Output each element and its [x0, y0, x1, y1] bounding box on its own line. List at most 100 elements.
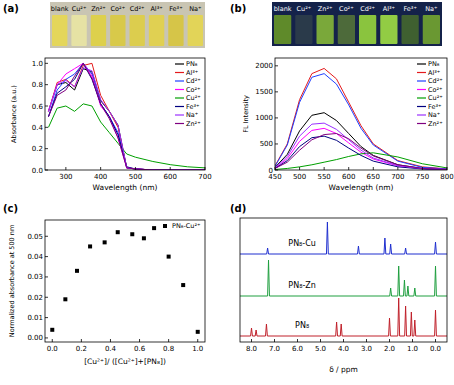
panel-label: (a) [3, 3, 19, 14]
plot-frame [45, 58, 205, 170]
y-tick [275, 143, 278, 144]
x-tick-label: 500 [293, 173, 306, 181]
series-line [275, 68, 447, 169]
y-tick-label: 0.05 [27, 233, 43, 241]
vial-label: Fe³⁺ [403, 5, 416, 13]
y-tick-label: 0.4 [32, 124, 44, 132]
point [75, 269, 79, 273]
vial [380, 15, 397, 44]
vial-label: Na⁺ [425, 5, 437, 13]
vial-label: Al³⁺ [383, 5, 395, 13]
x-tick [274, 339, 275, 342]
vial [149, 15, 164, 46]
y-tick [45, 317, 48, 318]
y-tick [275, 170, 278, 171]
y-tick-label: 0.02 [27, 294, 43, 302]
point [181, 283, 185, 287]
legend-label: Cd²⁺ [428, 77, 443, 85]
x-tick [373, 167, 374, 170]
x-tick-label: 600 [164, 173, 177, 181]
x-tick [348, 167, 349, 170]
legend-swatch [417, 63, 426, 64]
series-label: PN₈ [295, 321, 309, 330]
y-tick [45, 297, 48, 298]
x-tick [81, 339, 82, 342]
x-tick-label: 0.6 [134, 345, 146, 353]
legend-swatch [417, 123, 426, 124]
point [152, 226, 156, 230]
legend-swatch [175, 89, 184, 90]
y-tick-label: 2000 [255, 62, 273, 70]
series-line [48, 69, 205, 170]
y-tick [45, 127, 48, 128]
point [196, 330, 200, 334]
series-line [275, 113, 447, 170]
vial-label: Co²⁺ [339, 5, 354, 13]
x-tick [297, 339, 298, 342]
vial-label: Na⁺ [189, 5, 201, 13]
vial-label: Zn²⁺ [91, 5, 106, 13]
x-tick [320, 339, 321, 342]
vial-label: Cu²⁺ [297, 5, 312, 13]
legend-label: PN₈ [186, 60, 198, 68]
legend: PN₈Al³⁺Cd²⁺Co²⁺Cu²⁺Fe³⁺Na⁺Zn²⁺ [417, 60, 443, 128]
x-tick [100, 167, 101, 170]
legend-label: Na⁺ [186, 111, 198, 119]
data-layer [240, 222, 447, 336]
photo-background [50, 2, 205, 48]
y-tick [45, 106, 48, 107]
x-tick [389, 339, 390, 342]
vial [168, 15, 183, 46]
x-tick-label: 0.4 [105, 345, 117, 353]
plot-frame [240, 218, 447, 342]
x-tick [139, 339, 140, 342]
y-axis-label: FL Intensity [242, 95, 250, 133]
x-tick [435, 339, 436, 342]
legend-swatch [417, 97, 426, 98]
photo-background [272, 2, 442, 46]
x-tick [412, 339, 413, 342]
x-axis-label: Wavelength (nm) [329, 183, 394, 192]
legend-swatch [417, 89, 426, 90]
vial [130, 15, 145, 46]
y-tick-label: 0.01 [27, 314, 43, 322]
y-tick [45, 276, 48, 277]
vial [52, 15, 67, 46]
point [142, 236, 146, 240]
panel: (a)blankCu²⁺Zn²⁺Co²⁺Cd²⁺Al³⁺Fe³⁺Na⁺30040… [3, 2, 212, 192]
series-line [275, 136, 447, 170]
panel: (c)0.00.20.40.60.81.00.000.010.020.030.0… [3, 203, 205, 366]
series-line [48, 68, 205, 170]
legend-swatch [175, 63, 184, 64]
y-tick [45, 84, 48, 85]
panel: (d)8.07.06.05.04.03.02.01.00.0δ / ppmPN₈… [230, 203, 447, 374]
photo: blankCu²⁺Zn²⁺Co²⁺Cd²⁺Al³⁺Fe³⁺Na⁺ [50, 2, 205, 48]
vial [359, 15, 376, 44]
y-tick-label: 0.03 [27, 273, 43, 281]
vial [274, 15, 291, 44]
series-line [240, 260, 447, 296]
vial [188, 15, 203, 46]
series-line [48, 63, 205, 170]
x-axis-label: Wavelength (nm) [93, 183, 158, 192]
series-line [48, 63, 205, 170]
legend-swatch [175, 97, 184, 98]
x-axis-label: δ / ppm [329, 365, 358, 374]
y-tick-label: 1500 [255, 88, 273, 96]
x-tick [168, 339, 169, 342]
series-line [275, 134, 447, 170]
x-tick [397, 167, 398, 170]
photo: blankCu²⁺Zn²⁺Co²⁺Cd²⁺Al³⁺Fe³⁺Na⁺ [272, 2, 442, 46]
x-tick-label: 700 [198, 173, 211, 181]
y-tick-label: 500 [260, 140, 273, 148]
series-line [48, 104, 205, 168]
legend-swatch [175, 123, 184, 124]
legend-label: Co²⁺ [186, 86, 201, 94]
vial [295, 15, 312, 44]
y-tick [275, 91, 278, 92]
x-tick [197, 339, 198, 342]
legend-swatch [417, 80, 426, 81]
legend-label: Al³⁺ [428, 69, 440, 77]
y-tick-label: 0.0 [32, 167, 43, 175]
legend-label: Fe³⁺ [186, 103, 199, 111]
